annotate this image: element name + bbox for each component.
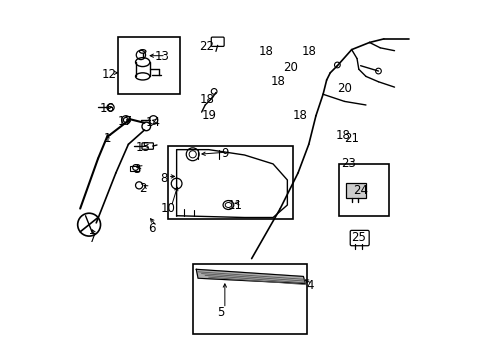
Bar (346, 183, 365, 198)
Text: 6: 6 (147, 222, 155, 235)
Text: 1: 1 (103, 132, 110, 145)
Bar (167, 146, 292, 219)
Text: 9: 9 (221, 147, 228, 160)
Bar (339, 164, 388, 216)
Text: 19: 19 (201, 109, 216, 122)
Text: 15: 15 (135, 141, 150, 154)
Text: 20: 20 (336, 82, 351, 95)
Text: 17: 17 (117, 114, 132, 127)
Text: 18: 18 (292, 109, 306, 122)
Bar (130, 166, 139, 171)
Text: 18: 18 (258, 45, 273, 58)
Bar (192, 264, 306, 334)
Text: 3: 3 (133, 163, 141, 176)
Text: 16: 16 (99, 102, 114, 115)
Text: 18: 18 (335, 129, 349, 142)
Text: 8: 8 (160, 172, 167, 185)
Text: 7: 7 (89, 233, 96, 246)
Text: 13: 13 (155, 50, 169, 63)
Text: 5: 5 (217, 306, 224, 319)
Text: 20: 20 (283, 61, 298, 74)
Text: 21: 21 (344, 132, 358, 145)
Text: 22: 22 (199, 40, 214, 53)
Text: 24: 24 (352, 184, 367, 197)
Text: 18: 18 (301, 45, 316, 58)
Text: 4: 4 (306, 279, 314, 292)
Polygon shape (196, 269, 305, 284)
Text: 11: 11 (227, 198, 243, 212)
Text: 18: 18 (270, 75, 285, 88)
Text: 10: 10 (160, 202, 175, 215)
Bar (118, 37, 180, 94)
Text: 14: 14 (145, 116, 161, 129)
Text: 18: 18 (199, 93, 214, 106)
Text: 25: 25 (351, 231, 366, 244)
Text: 12: 12 (101, 68, 116, 81)
Text: 2: 2 (139, 183, 146, 195)
Text: 23: 23 (340, 157, 355, 170)
